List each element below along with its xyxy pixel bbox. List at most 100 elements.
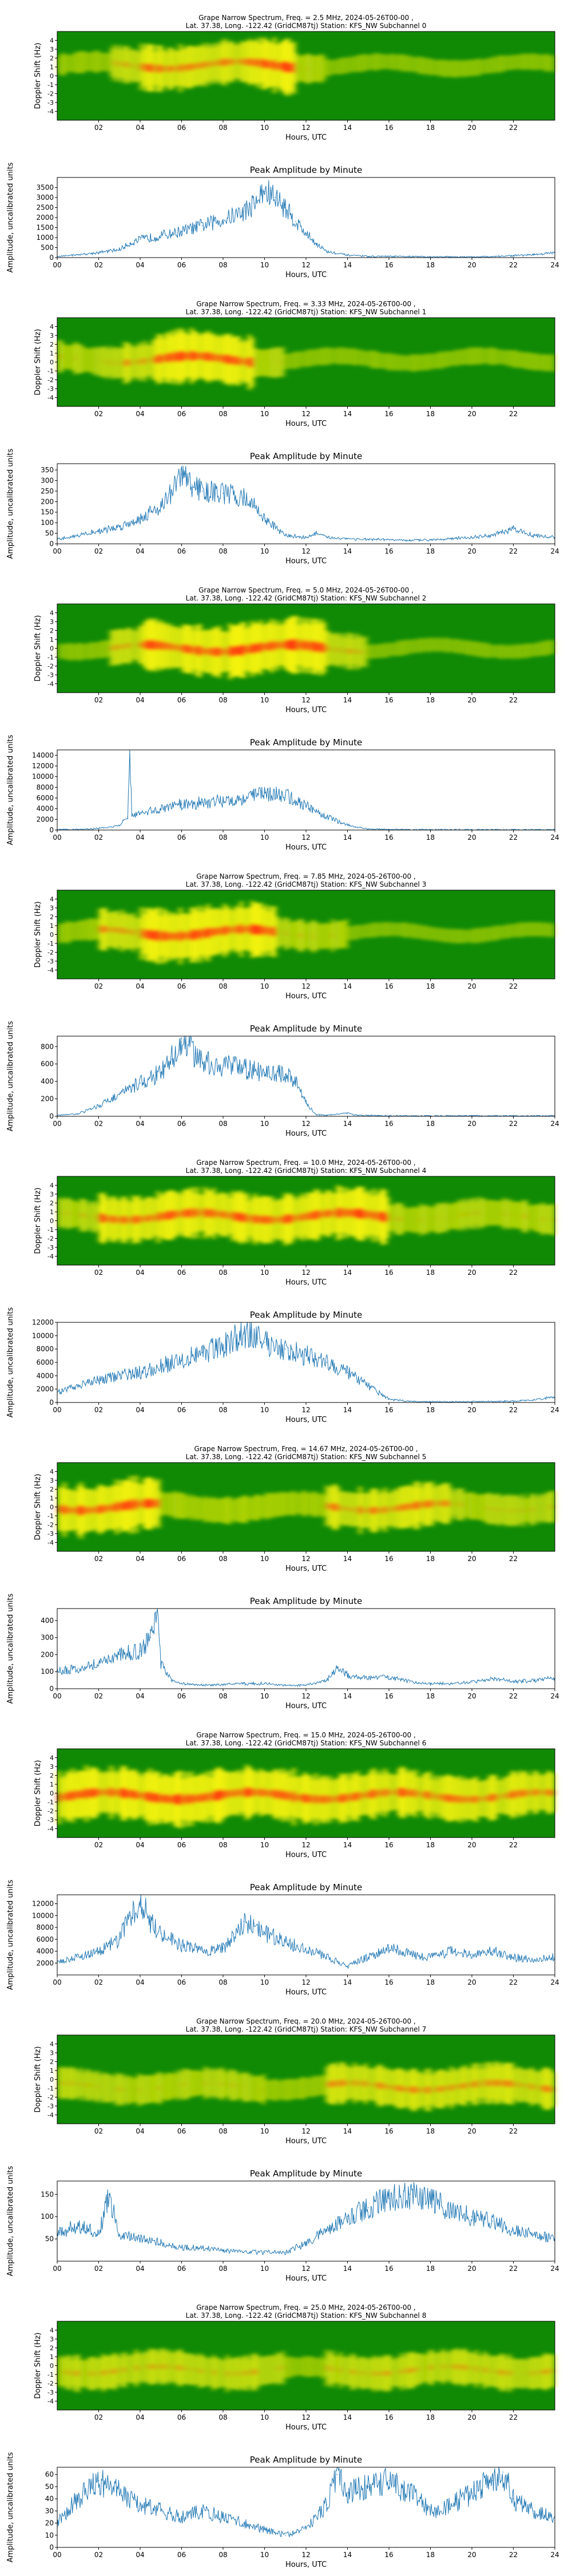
spectrogram-core-column: [181, 643, 185, 653]
spectrogram-band-column: [162, 2075, 166, 2099]
spectrogram-core-column: [231, 926, 235, 933]
amplitude-data-point: [140, 1900, 141, 1902]
spectrogram-band-column: [157, 2352, 160, 2381]
spectrogram-core-column: [126, 1216, 130, 1223]
spectrogram-band-column: [367, 2359, 371, 2388]
spectrogram-core-column: [278, 1216, 282, 1223]
spectrogram-band-column: [320, 2356, 323, 2379]
spectrogram-band-column: [483, 59, 487, 74]
spectrogram-core-column: [204, 1793, 207, 1801]
spectrogram-band-column: [370, 644, 373, 659]
spectrogram-band-column: [328, 347, 332, 365]
spectrogram-core-column: [510, 1790, 514, 1800]
spectrogram-band-column: [192, 1497, 196, 1519]
amplitude-panel-1: Peak Amplitude by Minute0501001502002503…: [6, 448, 559, 566]
spectrogram-band-column: [375, 922, 379, 937]
spectrogram-core-column: [325, 2365, 329, 2371]
spectrogram-band-column: [187, 1496, 190, 1518]
spectrogram-band-column: [82, 346, 86, 373]
spectrogram-core-column: [300, 933, 304, 938]
spectrogram-band-column: [380, 922, 384, 937]
spectrogram-band-column: [513, 350, 517, 368]
spectrogram-core-column: [433, 1792, 437, 1800]
spectrogram-core-column: [242, 1213, 246, 1222]
spectrogram-band-column: [406, 1207, 409, 1232]
y-axis-label: Amplitude, uncalibrated units: [6, 2166, 15, 2276]
x-tick-label: 00: [53, 261, 61, 269]
amplitude-data-point: [513, 255, 514, 256]
amplitude-data-point: [388, 2480, 390, 2482]
spectrogram-band-column: [380, 353, 384, 369]
spectrogram-band-column: [527, 53, 531, 70]
amplitude-data-point: [409, 2492, 411, 2494]
spectrogram-core-column: [256, 2369, 260, 2374]
spectrogram-band-column: [341, 920, 345, 948]
spectrogram-band-column: [62, 923, 66, 942]
spectrogram-band-column: [535, 1497, 539, 1521]
x-tick-label: 08: [219, 1269, 227, 1277]
spectrogram-core-column: [134, 2365, 138, 2371]
spectrogram-core-column: [59, 1506, 63, 1514]
spectrogram-core-column: [154, 1499, 157, 1507]
spectrogram-band-column: [101, 641, 105, 658]
spectrogram-band-column: [436, 637, 439, 653]
spectrogram-core-column: [134, 931, 138, 935]
spectrogram-core-column: [281, 360, 285, 364]
x-axis-label: Hours, UTC: [285, 992, 327, 1001]
spectrogram-band-column: [284, 1492, 288, 1515]
spectrogram-core-column: [212, 1208, 216, 1219]
spectrogram-core-column: [57, 1505, 61, 1514]
spectrogram-core-column: [380, 1507, 384, 1514]
amplitude-data-point: [118, 1938, 120, 1940]
spectrogram-band-column: [510, 350, 514, 368]
spectrogram-core-column: [173, 1793, 177, 1805]
spectrogram-core-column: [162, 65, 166, 72]
spectrogram-band-column: [93, 50, 97, 73]
spectrogram-band-column: [88, 642, 91, 660]
spectrogram-core-column: [121, 644, 124, 649]
spectrogram-band-column: [311, 2075, 315, 2098]
x-tick-label: 12: [301, 2265, 310, 2273]
spectrogram-core-column: [496, 1794, 500, 1799]
spectrogram-core-column: [129, 930, 133, 934]
x-tick-label: 14: [343, 1555, 352, 1563]
spectrogram-core-column: [62, 2081, 66, 2085]
y-tick-label: -4: [47, 1253, 54, 1261]
y-tick-label: -4: [47, 2112, 54, 2119]
spectrogram-band-column: [195, 1496, 199, 1520]
y-tick-label: 2: [50, 2059, 54, 2066]
y-tick-label: 0: [49, 1398, 54, 1406]
spectrogram-core-column: [59, 1794, 63, 1800]
spectrogram-core-column: [494, 2079, 498, 2087]
x-tick-label: 14: [343, 2551, 352, 2559]
spectrogram-core-column: [121, 1215, 124, 1224]
spectrogram-core-column: [62, 1793, 66, 1801]
spectrogram-band-column: [104, 53, 108, 71]
x-tick-label: 06: [177, 124, 186, 132]
spectrogram-core-column: [142, 1499, 146, 1509]
spectrogram-core-column: [455, 2084, 459, 2089]
x-tick-label: 22: [509, 1841, 518, 1849]
spectrogram-core-column: [273, 642, 276, 650]
amplitude-data-point: [326, 2229, 328, 2231]
spectrogram-core-column: [275, 1216, 279, 1223]
spectrogram-core-column: [411, 1503, 415, 1509]
x-tick-label: 14: [343, 261, 352, 269]
spectrogram-core-column: [126, 1789, 130, 1799]
x-tick-label: 22: [509, 1269, 518, 1277]
spectrogram-core-column: [419, 1218, 423, 1222]
x-tick-label: 12: [301, 261, 310, 269]
spectrogram-band-column: [546, 640, 550, 655]
spectrogram-core-column: [261, 2087, 265, 2092]
x-tick-label: 02: [94, 833, 103, 841]
spectrogram-core-column: [441, 2364, 445, 2369]
x-tick-label: 14: [343, 124, 352, 132]
y-tick-label: 4: [50, 2327, 54, 2334]
spectrogram-core-column: [242, 357, 246, 366]
amplitude-data-point: [264, 191, 265, 192]
x-tick-label: 14: [343, 1692, 352, 1700]
spectrogram-band-column: [519, 351, 522, 368]
spectrogram-core-column: [159, 932, 163, 939]
spectrogram-core-column: [424, 2086, 428, 2094]
